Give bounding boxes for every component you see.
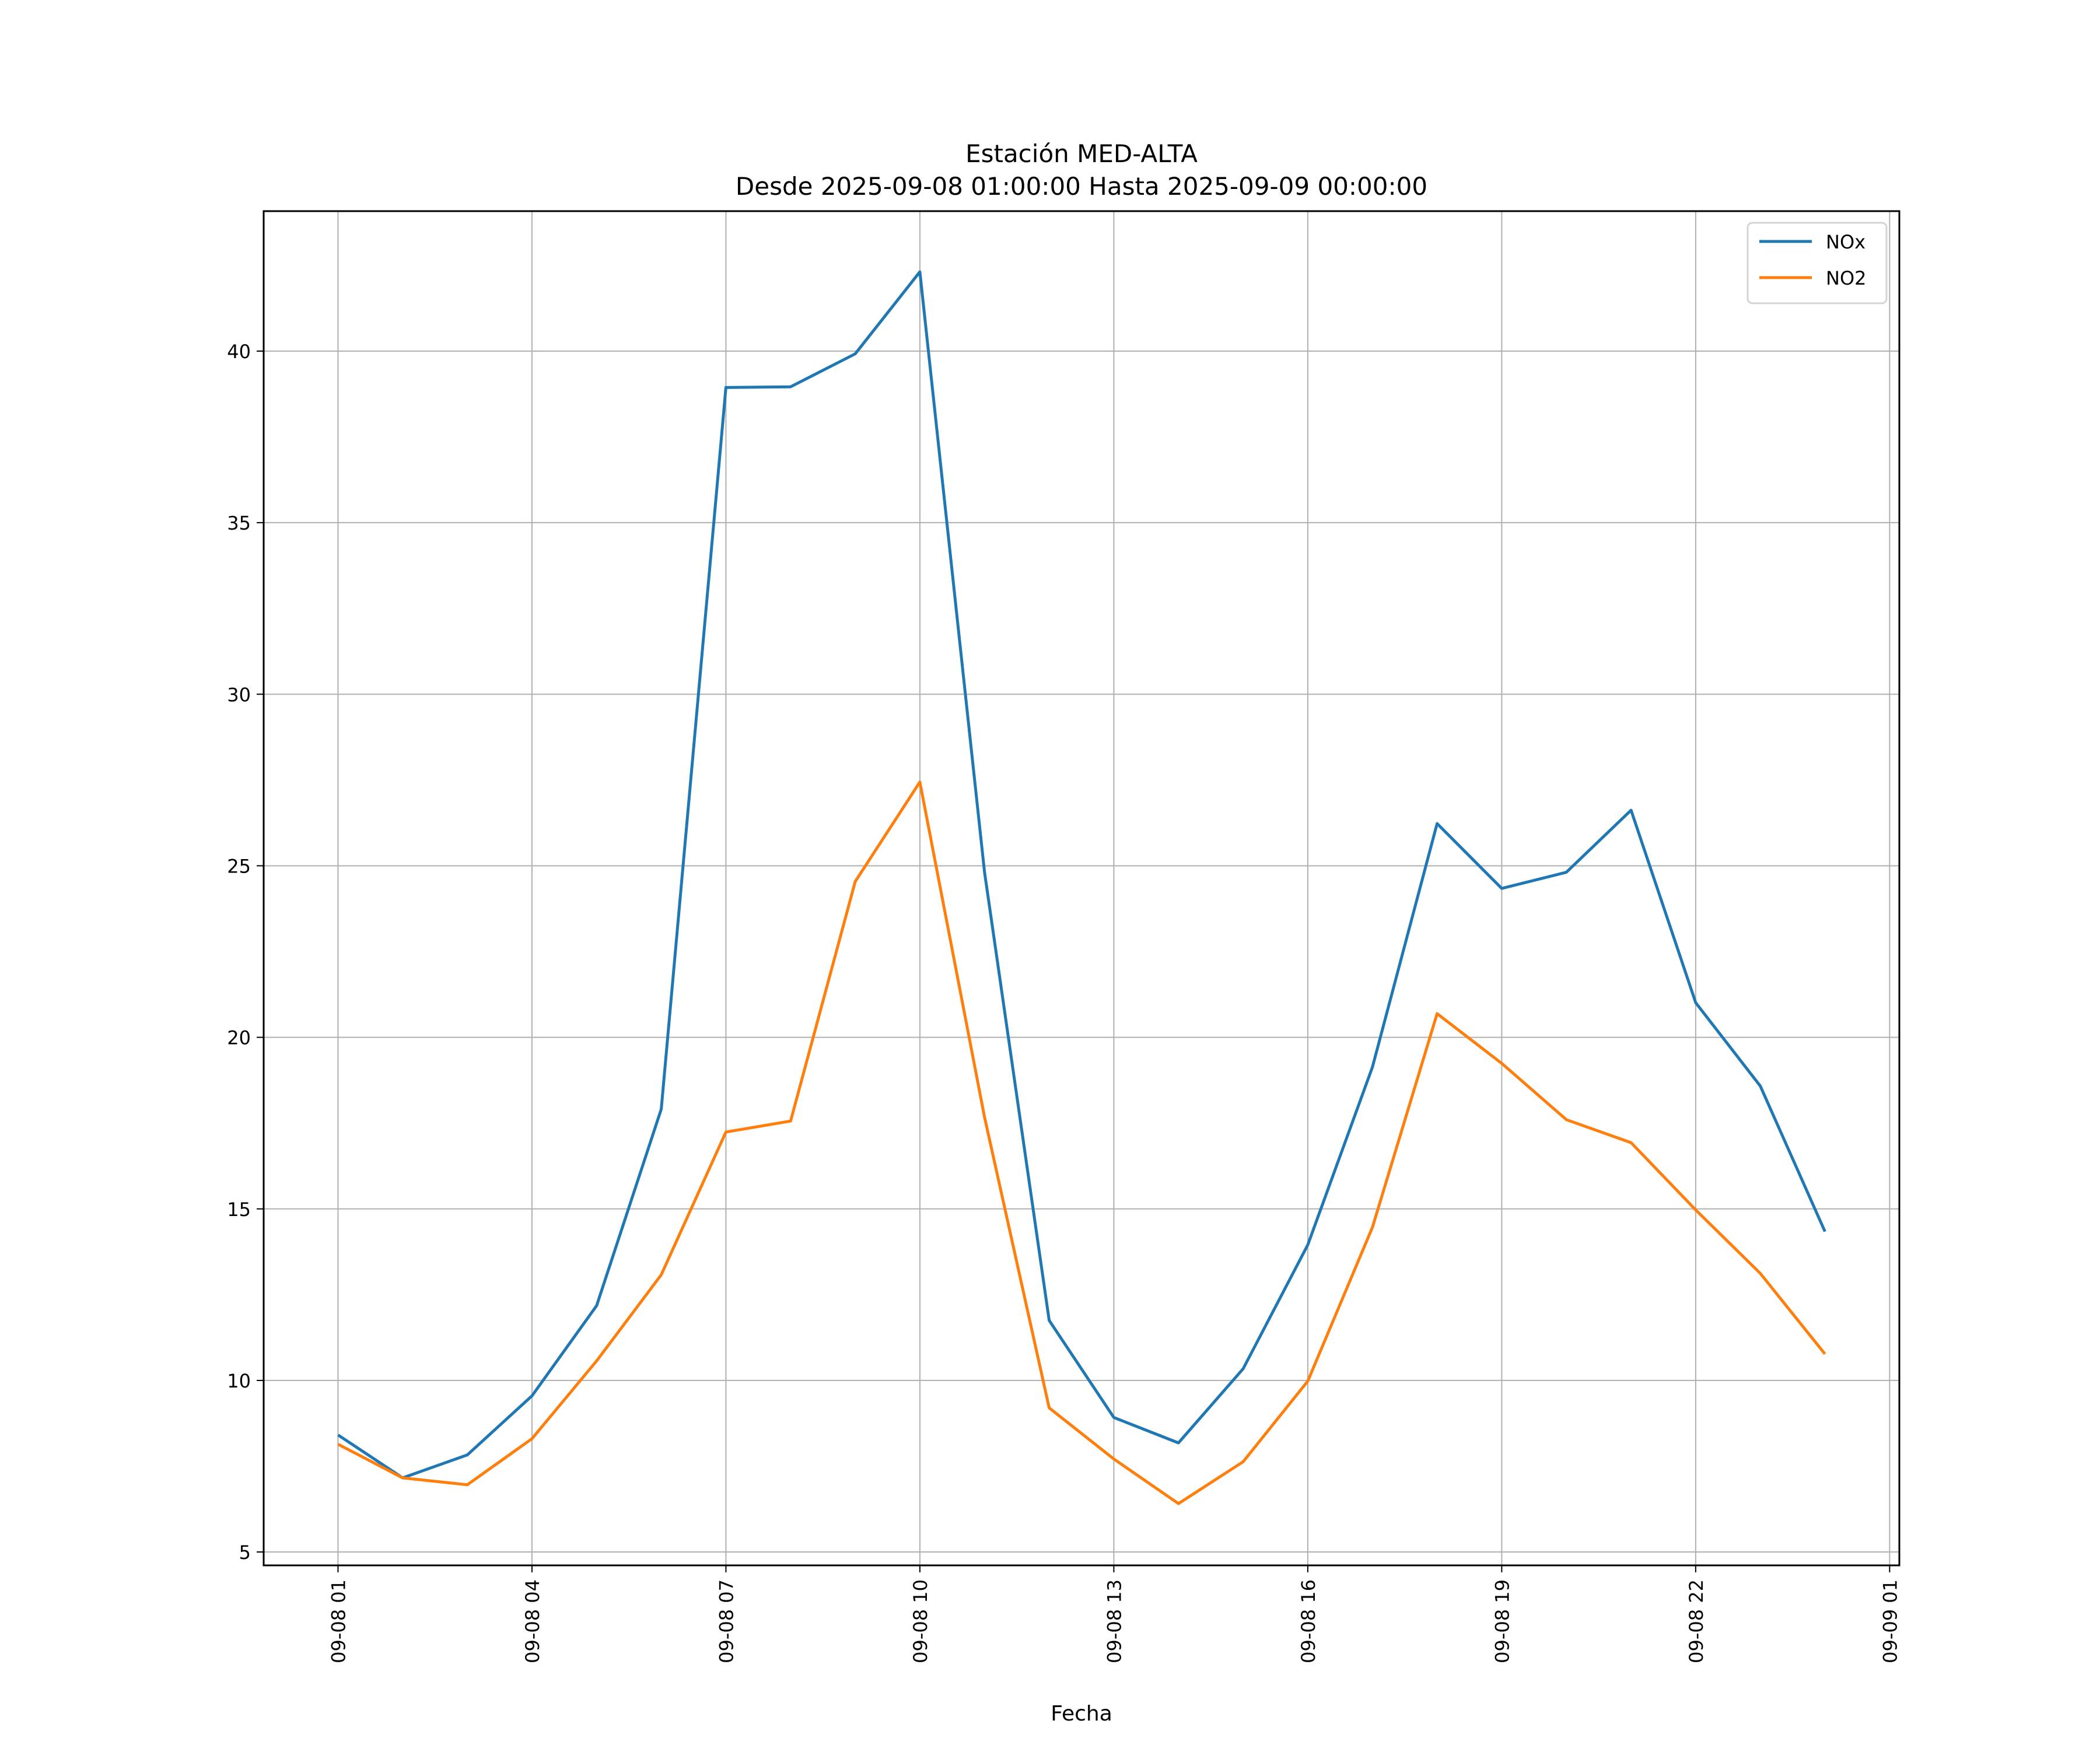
y-tick-label: 30: [227, 684, 251, 706]
y-tick-label: 25: [227, 855, 251, 877]
x-tick-label: 09-09 01: [1879, 1579, 1901, 1663]
y-tick-label: 35: [227, 512, 251, 534]
y-tick-label: 15: [227, 1199, 251, 1221]
legend-box: [1746, 222, 1888, 304]
legend: NOx NO2: [1746, 222, 1888, 304]
x-tick-label: 09-08 16: [1297, 1579, 1320, 1663]
plot-frame: [262, 210, 1901, 1567]
y-tick-label: 20: [227, 1027, 251, 1049]
x-tick-label: 09-08 22: [1685, 1579, 1707, 1663]
series-line-nox: [337, 270, 1826, 1480]
y-tick-label: 40: [227, 341, 251, 363]
y-tick-label: 10: [227, 1370, 251, 1392]
series-line-no2: [337, 780, 1826, 1505]
chart-title-line2: Desde 2025-09-08 01:00:00 Hasta 2025-09-…: [736, 172, 1427, 201]
x-tick-label: 09-08 19: [1491, 1579, 1513, 1663]
x-tick-label: 09-08 01: [327, 1579, 349, 1663]
x-tick-label: 09-08 10: [909, 1579, 932, 1663]
x-tick-label: 09-08 13: [1103, 1579, 1125, 1663]
axis-ticks: 5 10 15 20 25 30 35 40 09-08 01 09-08 04 09-08 07 0…: [227, 341, 1901, 1663]
legend-label-no2: NO2: [1826, 267, 1866, 289]
series-lines: [337, 270, 1826, 1505]
grid: [264, 211, 1899, 1565]
chart-title-line1: Estación MED-ALTA: [965, 139, 1198, 168]
legend-label-nox: NOx: [1826, 231, 1866, 253]
x-tick-label: 09-08 04: [522, 1579, 544, 1663]
y-tick-label: 5: [239, 1541, 251, 1564]
x-tick-label: 09-08 07: [715, 1579, 737, 1663]
x-axis-label: Fecha: [1051, 1702, 1112, 1726]
